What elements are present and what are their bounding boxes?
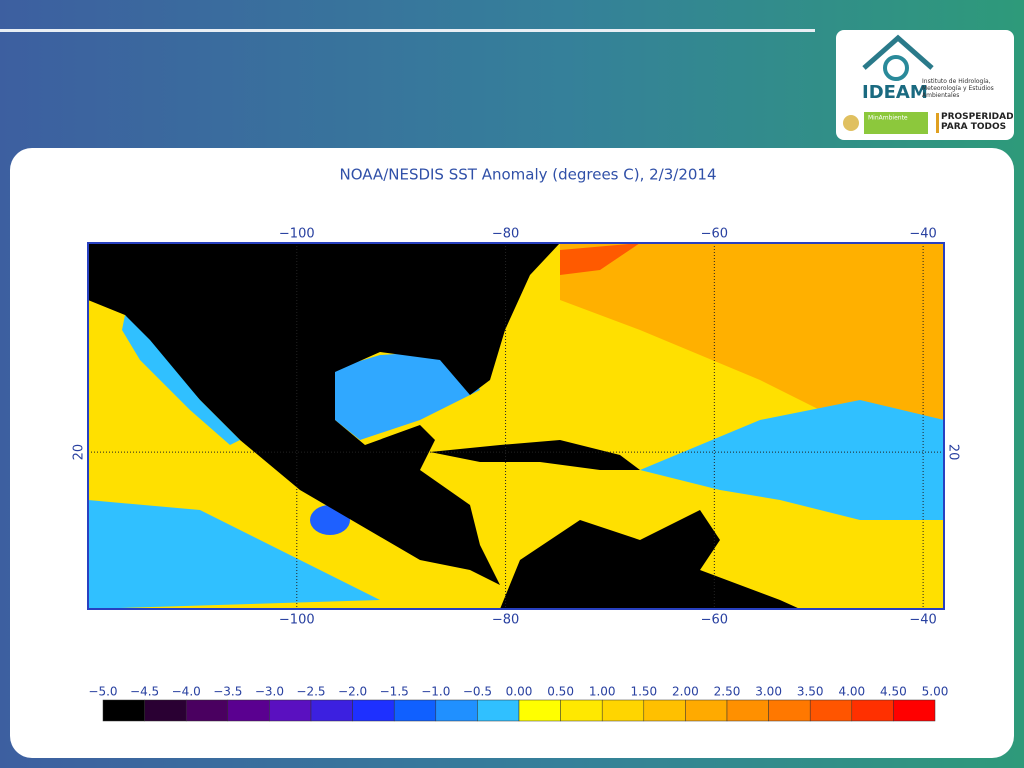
land (430, 440, 640, 470)
logo-art: IDEAM Instituto de Hidrología, Meteorolo… (843, 34, 1013, 134)
cool-area (330, 350, 480, 440)
colorbar-segment (352, 699, 395, 722)
colorbar-label: −5.0 (88, 685, 117, 699)
logo-swirl (883, 55, 909, 81)
colorbar-segment (227, 699, 270, 722)
logo: IDEAM Instituto de Hidrología, Meteorolo… (836, 30, 1014, 140)
x-tick-label: −60 (701, 613, 728, 628)
colorbar-label: 0.50 (547, 685, 574, 699)
colorbar-segment (601, 699, 645, 722)
colorbar-label: 0.00 (506, 685, 533, 699)
land (88, 243, 560, 585)
colorbar-label: −1.0 (421, 685, 450, 699)
logo-institute: Instituto de Hidrología, Meteorología y … (922, 78, 994, 99)
colorbar-segment (809, 699, 853, 722)
colorbar-label: 4.00 (838, 685, 865, 699)
colorbar-label: −0.5 (463, 685, 492, 699)
divider (0, 29, 815, 32)
gulf-water (122, 315, 240, 445)
cool-area (88, 500, 380, 609)
logo-name: IDEAM (862, 82, 928, 103)
colorbar-segment (435, 699, 478, 722)
colorbar-label: 4.50 (880, 685, 907, 699)
x-tick-label: −80 (492, 227, 519, 242)
hot-area (560, 243, 640, 275)
colorbar-segment (269, 699, 312, 722)
colorbar-label: −2.0 (338, 685, 367, 699)
colorbar-segment (893, 699, 936, 722)
warm-area (560, 243, 944, 430)
x-tick-label: −100 (279, 613, 315, 628)
colorbar-label: −4.0 (172, 685, 201, 699)
map-field (88, 243, 944, 609)
x-tick-label: −100 (279, 227, 315, 242)
colorbar-segment (518, 699, 561, 722)
colorbar-label: −3.5 (213, 685, 242, 699)
colorbar-segment (185, 699, 229, 722)
colorbar-segment (768, 699, 811, 722)
x-tick-label: −80 (492, 613, 519, 628)
x-tick-label: −60 (701, 227, 728, 242)
colorbar-label: 3.50 (797, 685, 824, 699)
logo-slogan-box: PROSPERIDAD PARA TODOS (941, 112, 1013, 132)
colorbar-segment (685, 699, 728, 722)
map-title: NOAA/NESDIS SST Anomaly (degrees C), 2/3… (339, 166, 716, 184)
colorbar-label: −1.5 (380, 685, 409, 699)
colorbar-segment (726, 699, 769, 722)
logo-ministry: MinAmbiente (868, 115, 908, 122)
map-frame (87, 242, 945, 610)
colorbar-segment (851, 699, 894, 722)
logo-institute-box: Instituto de Hidrología, Meteorología y … (922, 78, 994, 99)
land (500, 510, 800, 609)
colorbar-label: −3.0 (255, 685, 284, 699)
colorbar-label: 2.50 (714, 685, 741, 699)
logo-seal (843, 115, 859, 131)
x-tick-label: −40 (909, 613, 936, 628)
logo-roof (862, 34, 934, 70)
colorbar-segment (144, 699, 187, 722)
y-tick-label: 20 (946, 444, 961, 461)
colorbar-label: 1.50 (630, 685, 657, 699)
colorbar-label: 1.00 (589, 685, 616, 699)
colorbar-label: −4.5 (130, 685, 159, 699)
colorbar-segment (643, 699, 686, 722)
colorbar-segment (102, 699, 145, 722)
logo-slogan: PROSPERIDAD PARA TODOS (941, 112, 1013, 132)
x-tick-label: −40 (909, 227, 936, 242)
colorbar-segment (560, 699, 603, 722)
colorbar-label: 3.00 (755, 685, 782, 699)
cool-area (640, 400, 944, 520)
colorbar-label: 5.00 (922, 685, 949, 699)
colorbar-label: 2.00 (672, 685, 699, 699)
logo-bar (936, 113, 939, 133)
colorbar-label: −2.5 (296, 685, 325, 699)
y-tick-label: 20 (72, 444, 87, 461)
colorbar-segment (310, 699, 353, 722)
logo-ministry-box (864, 112, 928, 134)
colorbar-segment (393, 699, 437, 722)
colorbar-segment (477, 699, 520, 722)
